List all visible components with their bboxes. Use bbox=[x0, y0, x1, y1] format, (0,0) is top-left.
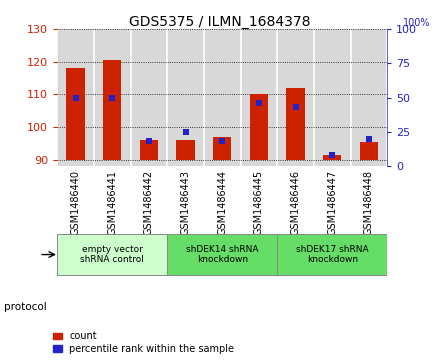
Text: GSM1486440: GSM1486440 bbox=[70, 170, 81, 234]
FancyBboxPatch shape bbox=[167, 234, 277, 275]
Text: GSM1486443: GSM1486443 bbox=[180, 170, 191, 234]
Legend: count, percentile rank within the sample: count, percentile rank within the sample bbox=[49, 327, 238, 358]
Text: GSM1486442: GSM1486442 bbox=[144, 170, 154, 234]
Text: shDEK17 shRNA
knockdown: shDEK17 shRNA knockdown bbox=[296, 245, 369, 264]
Text: GSM1486446: GSM1486446 bbox=[290, 170, 301, 234]
Text: shDEK14 shRNA
knockdown: shDEK14 shRNA knockdown bbox=[186, 245, 258, 264]
Point bbox=[292, 104, 299, 110]
Text: 100%: 100% bbox=[403, 18, 430, 28]
Point bbox=[255, 100, 262, 106]
Bar bbox=[360, 142, 378, 160]
Point bbox=[365, 136, 372, 142]
Text: GSM1486444: GSM1486444 bbox=[217, 170, 227, 234]
Point bbox=[182, 129, 189, 135]
Text: empty vector
shRNA control: empty vector shRNA control bbox=[80, 245, 144, 264]
Point bbox=[72, 95, 79, 101]
FancyBboxPatch shape bbox=[57, 234, 167, 275]
Point bbox=[329, 152, 336, 158]
Bar bbox=[213, 137, 231, 160]
Point bbox=[109, 95, 116, 101]
FancyBboxPatch shape bbox=[277, 234, 387, 275]
Text: GDS5375 / ILMN_1684378: GDS5375 / ILMN_1684378 bbox=[129, 15, 311, 29]
Bar bbox=[66, 68, 85, 160]
Text: GSM1486447: GSM1486447 bbox=[327, 170, 337, 234]
Text: GSM1486445: GSM1486445 bbox=[254, 170, 264, 234]
Point bbox=[145, 139, 152, 144]
Point bbox=[219, 139, 226, 144]
Bar bbox=[176, 140, 194, 160]
Bar bbox=[103, 60, 121, 160]
Text: GSM1486441: GSM1486441 bbox=[107, 170, 117, 234]
Bar bbox=[250, 94, 268, 160]
Text: GSM1486448: GSM1486448 bbox=[364, 170, 374, 234]
Bar bbox=[140, 140, 158, 160]
Text: protocol: protocol bbox=[4, 302, 47, 312]
Bar bbox=[323, 155, 341, 160]
Bar bbox=[286, 88, 305, 160]
